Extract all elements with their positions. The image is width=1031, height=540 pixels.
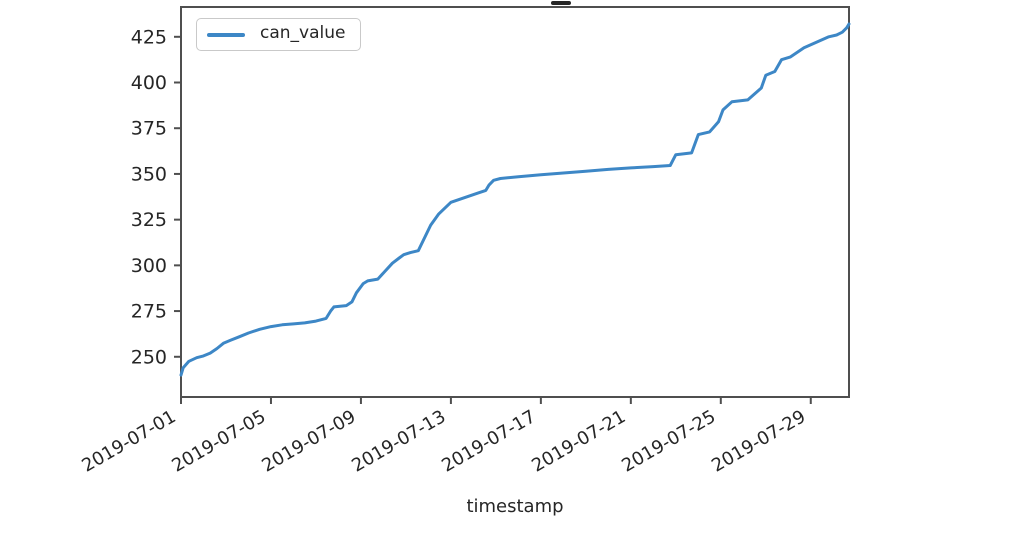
x-axis-label: timestamp: [466, 496, 564, 517]
y-tick-label: 375: [131, 118, 167, 140]
y-tick-label: 400: [131, 72, 167, 94]
plot-border: [180, 6, 850, 398]
y-tick-label: 425: [131, 26, 167, 48]
x-tick-label: 2019-07-13: [348, 406, 449, 476]
can-value-line: [179, 22, 851, 377]
x-tick-label: 2019-07-25: [618, 406, 719, 476]
x-tick-label: 2019-07-29: [708, 406, 809, 476]
legend-line-sample-icon: [207, 32, 245, 37]
y-tick-label: 275: [131, 301, 167, 323]
y-tick-label: 350: [131, 163, 167, 185]
x-tick-label: 2019-07-17: [438, 406, 539, 476]
y-tick-label: 325: [131, 209, 167, 231]
y-tick-label: 300: [131, 255, 167, 277]
x-tick-label: 2019-07-09: [258, 406, 359, 476]
x-tick-label: 2019-07-01: [78, 406, 179, 476]
cropped-title-remnant: [551, 1, 571, 5]
legend: can_value: [196, 18, 362, 51]
legend-label: can_value: [260, 23, 346, 43]
x-tick-label: 2019-07-21: [528, 406, 629, 476]
y-tick-label: 250: [131, 346, 167, 368]
x-tick-label: 2019-07-05: [168, 406, 269, 476]
